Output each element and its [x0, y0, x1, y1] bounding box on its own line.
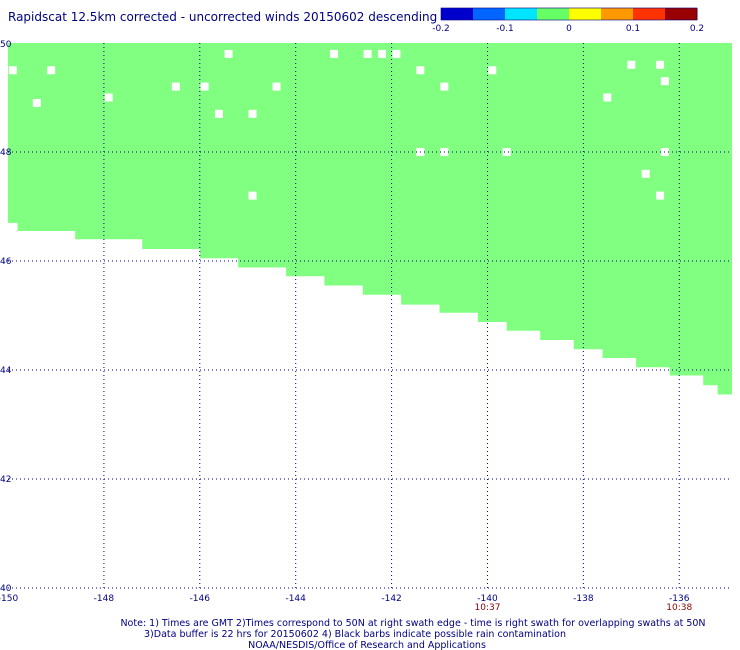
missing-cell: [224, 49, 233, 58]
x-tick-label: -144: [285, 594, 306, 604]
colorbar-segment: [665, 8, 698, 20]
x-tick-label: -150: [0, 594, 18, 604]
note-line-3: NOAA/NESDIS/Office of Research and Appli…: [248, 640, 486, 650]
missing-cell: [200, 82, 209, 91]
colorbar-segment: [601, 8, 634, 20]
missing-cell: [488, 66, 497, 75]
x-tick-label: -142: [381, 594, 401, 604]
missing-cell: [363, 49, 372, 58]
x-axis-ticks: -150 -148 -146 -144 -142 -140 -138 -136: [0, 594, 690, 604]
missing-cell: [32, 98, 41, 107]
colorbar-segment: [569, 8, 602, 20]
wind-swath: [8, 43, 732, 395]
colorbar-segment: [633, 8, 666, 20]
missing-cell: [392, 49, 401, 58]
colorbar: [440, 7, 698, 21]
missing-cell: [440, 82, 449, 91]
colorbar-tick-label: -0.2: [432, 24, 450, 34]
y-axis-ticks: 40 42 44 46 48 50: [0, 40, 12, 594]
x-tick-label: -148: [94, 594, 115, 604]
note-line-2: 3)Data buffer is 22 hrs for 20150602 4) …: [144, 629, 566, 640]
colorbar-frame: [440, 7, 698, 21]
colorbar-ticks: -0.2 -0.1 0 0.1 0.2: [432, 24, 704, 34]
missing-cell: [641, 169, 650, 178]
missing-cell: [171, 82, 180, 91]
missing-cell: [248, 109, 257, 118]
x-tick-label: -140: [477, 594, 498, 604]
x-tick-label: -136: [669, 594, 690, 604]
missing-cell: [627, 60, 636, 69]
colorbar-segment: [473, 8, 506, 20]
pass-time-label: 10:38: [666, 603, 692, 613]
missing-cell: [416, 66, 425, 75]
colorbar-tick-label: 0: [566, 24, 572, 34]
y-tick-label: 50: [0, 40, 12, 50]
missing-cell: [248, 191, 257, 200]
pass-times: 10:37 10:38: [475, 603, 693, 613]
missing-cell: [272, 82, 281, 91]
colorbar-segment: [441, 8, 474, 20]
colorbar-tick-label: 0.1: [626, 24, 640, 34]
y-tick-label: 46: [0, 257, 12, 267]
missing-cell: [660, 77, 669, 86]
note-line-1: Note: 1) Times are GMT 2)Times correspon…: [120, 618, 705, 629]
x-tick-label: -146: [190, 594, 211, 604]
colorbar-segment: [505, 8, 538, 20]
missing-cell: [8, 66, 17, 75]
pass-time-label: 10:37: [475, 603, 501, 613]
missing-cell: [502, 148, 511, 156]
y-tick-label: 40: [0, 584, 12, 594]
chart-title: Rapidscat 12.5km corrected - uncorrected…: [8, 10, 437, 24]
missing-cell: [377, 49, 386, 58]
y-tick-label: 44: [0, 366, 12, 376]
missing-cell: [104, 93, 113, 102]
colorbar-tick-label: 0.2: [690, 24, 704, 34]
missing-cell: [603, 93, 612, 102]
y-tick-label: 48: [0, 148, 12, 158]
missing-cell: [656, 191, 665, 200]
grid: [8, 43, 732, 589]
missing-cell: [214, 109, 223, 118]
x-tick-label: -138: [573, 594, 594, 604]
missing-cell: [47, 66, 56, 75]
y-tick-label: 42: [0, 475, 11, 485]
colorbar-segment: [537, 8, 570, 20]
missing-cell: [656, 60, 665, 69]
colorbar-tick-label: -0.1: [496, 24, 514, 34]
missing-cell: [330, 49, 339, 58]
